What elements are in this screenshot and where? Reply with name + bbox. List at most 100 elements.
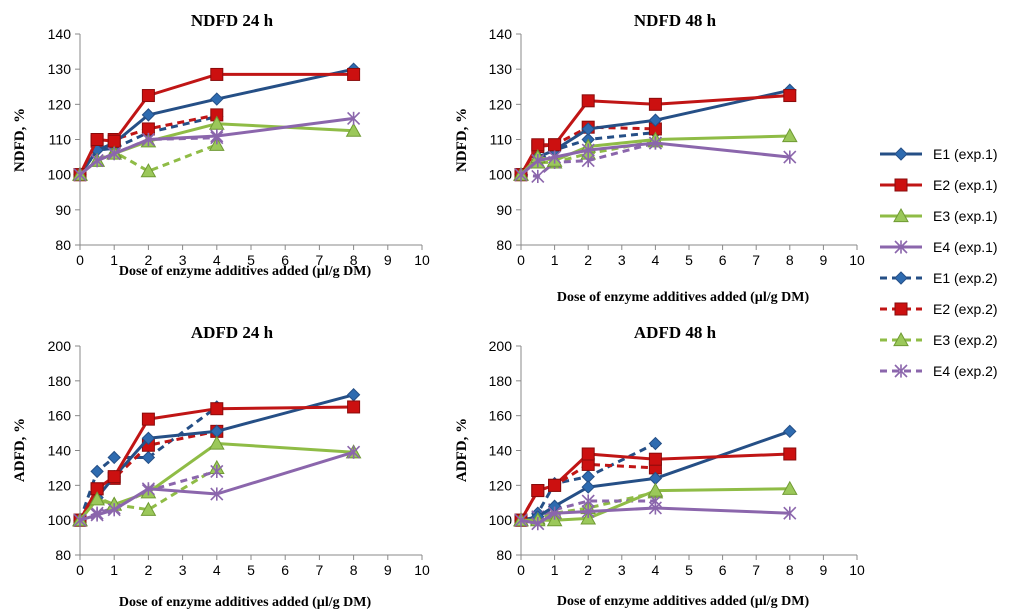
y-tick-label: 90: [55, 202, 71, 218]
x-tick-label: 8: [350, 562, 358, 578]
data-point: [581, 480, 595, 494]
x-tick-label: 8: [786, 562, 794, 578]
y-tick-label: 80: [496, 547, 512, 563]
x-axis-label: Dose of enzyme additives added (µl/g DM): [119, 264, 372, 279]
data-point: [647, 482, 664, 497]
legend-label: E1 (exp.2): [933, 270, 998, 286]
chart-title: ADFD 48 h: [634, 323, 717, 342]
data-point: [90, 464, 104, 479]
data-point: [531, 154, 545, 168]
data-point: [531, 517, 545, 531]
series-e4-exp1: [73, 445, 361, 527]
chart-panel-4: ADFD 48 h ADFD, % Dose of enzyme additives…: [454, 323, 865, 609]
x-axis-label: Dose of enzyme additives added (µl/g DM): [557, 594, 810, 609]
x-tick-label: 1: [110, 252, 118, 268]
x-axis-label: Dose of enzyme additives added (µl/g DM): [119, 595, 372, 609]
x-tick-label: 3: [618, 562, 626, 578]
y-tick-label: 100: [48, 512, 72, 528]
chart-panels: NDFD 24 h NDFD, % Dose of enzyme additives…: [12, 11, 865, 609]
y-tick-label: 140: [489, 443, 513, 459]
x-tick-label: 1: [551, 562, 559, 578]
x-tick-label: 6: [281, 252, 289, 268]
data-point: [548, 150, 562, 164]
y-tick-label: 80: [55, 547, 71, 563]
legend-marker: [894, 178, 908, 192]
legend-label: E4 (exp.2): [933, 363, 998, 379]
y-tick-label: 100: [48, 167, 72, 183]
data-point: [141, 89, 155, 103]
data-point: [548, 506, 562, 520]
data-point: [783, 506, 797, 520]
y-tick-label: 100: [489, 167, 513, 183]
data-point: [531, 138, 545, 152]
series-line: [78, 442, 354, 522]
x-tick-label: 7: [316, 252, 324, 268]
data-point: [347, 67, 361, 81]
x-tick-label: 10: [414, 562, 430, 578]
x-tick-label: 3: [618, 252, 626, 268]
data-point: [107, 134, 121, 148]
y-tick-label: 110: [49, 132, 72, 148]
chart-panel-3: ADFD 24 h ADFD, % Dose of enzyme additives…: [12, 323, 430, 609]
legend-label: E1 (exp.1): [933, 146, 998, 162]
data-point: [141, 482, 155, 496]
y-tick-label: 140: [489, 26, 513, 42]
data-point: [346, 388, 361, 402]
legend-entry: E3 (exp.2): [880, 331, 998, 348]
data-point: [581, 504, 595, 519]
x-tick-label: 2: [145, 252, 153, 268]
data-point: [208, 115, 225, 130]
data-point: [781, 127, 798, 143]
series-line: [78, 115, 218, 176]
data-point: [210, 67, 224, 81]
data-point: [141, 108, 156, 122]
x-tick-label: 5: [685, 252, 693, 268]
data-point: [141, 431, 156, 446]
data-point: [107, 470, 121, 484]
y-tick-label: 160: [48, 408, 72, 424]
series-line: [520, 506, 790, 526]
legend-entry: E2 (exp.2): [880, 301, 998, 317]
y-tick-label: 110: [490, 132, 513, 148]
y-tick-label: 100: [489, 512, 513, 528]
data-point: [141, 132, 155, 147]
data-point: [210, 464, 224, 478]
x-tick-label: 10: [849, 252, 865, 268]
data-point: [548, 138, 562, 152]
data-point: [531, 484, 545, 498]
data-point: [531, 169, 545, 184]
chart-title: NDFD 48 h: [634, 11, 717, 30]
data-point: [347, 445, 361, 459]
legend-entry: E4 (exp.2): [880, 363, 998, 379]
data-point: [648, 452, 662, 466]
y-tick-label: 120: [48, 96, 72, 112]
x-tick-label: 9: [820, 252, 828, 268]
data-point: [648, 436, 663, 451]
x-tick-label: 2: [584, 562, 592, 578]
data-point: [783, 89, 797, 103]
data-point: [210, 402, 224, 416]
data-point: [210, 129, 224, 143]
data-point: [347, 111, 361, 125]
series-e4-exp1: [73, 111, 361, 182]
data-point: [210, 487, 224, 501]
chart-panel-2: NDFD 48 h NDFD, % Dose of enzyme additives…: [454, 11, 865, 305]
data-point: [90, 154, 104, 168]
x-tick-label: 1: [110, 562, 118, 578]
data-point: [107, 450, 121, 465]
legend-entry: E1 (exp.2): [880, 270, 998, 286]
x-tick-label: 4: [652, 562, 660, 578]
y-axis-label: ADFD, %: [12, 418, 28, 482]
data-point: [208, 435, 225, 450]
series-line: [79, 450, 355, 522]
y-axis-label: ADFD, %: [454, 418, 470, 482]
x-tick-label: 5: [247, 252, 255, 268]
data-point: [781, 480, 798, 495]
y-tick-label: 140: [48, 26, 72, 42]
x-tick-label: 4: [652, 252, 660, 268]
y-tick-label: 120: [48, 477, 72, 493]
x-tick-label: 5: [247, 562, 255, 578]
x-tick-label: 4: [213, 562, 221, 578]
x-tick-label: 10: [849, 562, 865, 578]
